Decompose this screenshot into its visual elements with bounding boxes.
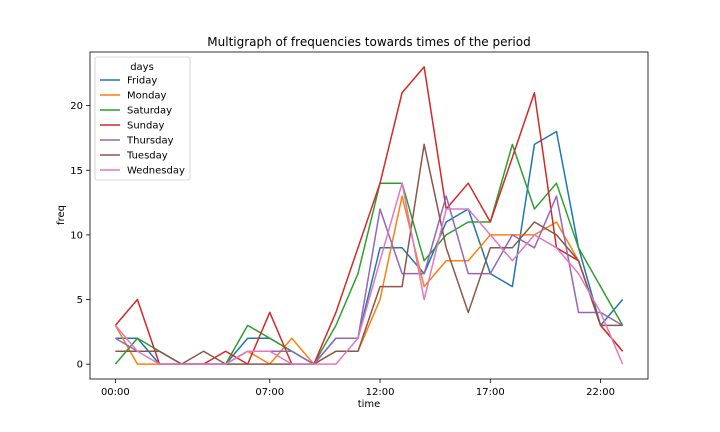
x-tick-label: 07:00 <box>255 387 284 398</box>
series-line-monday <box>114 195 624 365</box>
x-tick-label: 12:00 <box>366 387 395 398</box>
legend-label-monday: Monday <box>127 91 167 102</box>
y-axis-label: freq <box>56 205 67 225</box>
legend-label-saturday: Saturday <box>127 106 172 117</box>
plot-frame <box>89 51 649 380</box>
y-axis: 0 5 10 15 20 <box>70 101 90 371</box>
plot-lines <box>114 66 624 365</box>
y-tick-label: 0 <box>77 360 83 371</box>
x-tick-label: 17:00 <box>476 387 505 398</box>
y-tick-label: 5 <box>77 295 83 306</box>
legend-label-wednesday: Wednesday <box>127 166 185 177</box>
legend-label-tuesday: Tuesday <box>126 151 168 162</box>
x-axis-label: time <box>358 399 381 410</box>
legend-label-friday: Friday <box>127 76 157 87</box>
y-tick-label: 10 <box>70 230 83 241</box>
legend-items: Friday Monday Saturday Sunday Thursday Tuesda… <box>100 76 185 177</box>
series-line-friday <box>115 130 624 365</box>
legend-title: days <box>130 62 154 73</box>
legend: days Friday Monday Saturday Sunday Thursday T… <box>94 56 191 181</box>
x-tick-label: 00:00 <box>101 387 130 398</box>
series-line-wednesday <box>114 182 624 365</box>
y-tick-label: 20 <box>70 101 83 112</box>
y-tick-label: 15 <box>70 166 83 177</box>
series-line-thursday <box>114 195 624 365</box>
legend-label-thursday: Thursday <box>126 136 174 147</box>
x-axis: 00:00 07:00 12:00 17:00 22:00 <box>101 379 615 398</box>
x-tick-label: 22:00 <box>586 387 615 398</box>
series-line-tuesday <box>115 143 623 365</box>
legend-label-sunday: Sunday <box>127 121 164 132</box>
chart-title: Multigraph of frequencies towards times … <box>207 35 530 49</box>
legend-box <box>94 56 191 181</box>
